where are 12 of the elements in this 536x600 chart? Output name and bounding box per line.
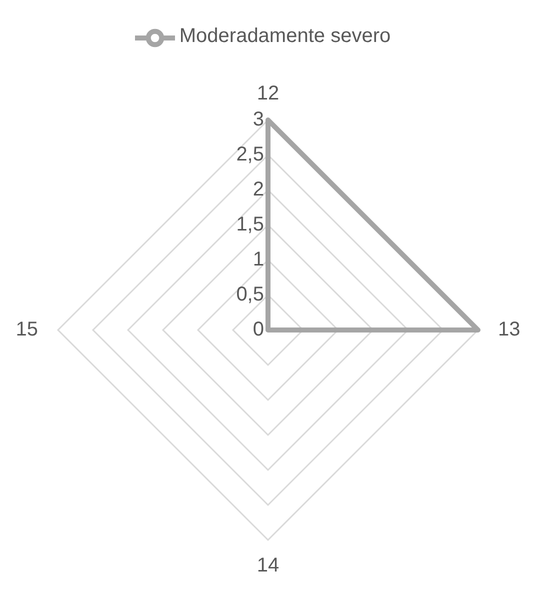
y-tick-label: 1,5	[236, 213, 264, 236]
spoke-label: 13	[498, 318, 520, 340]
spoke-label: 14	[256, 554, 280, 576]
legend-label: Moderadamente severo	[179, 25, 391, 48]
y-tick-label: 3	[252, 108, 264, 130]
spoke-label: 15	[16, 318, 38, 340]
y-tick-label: 0	[252, 318, 264, 340]
y-tick-label: 1	[252, 248, 264, 270]
y-tick-label: 2	[252, 178, 264, 200]
y-tick-label: 0,5	[236, 283, 264, 306]
spoke-label: 12	[256, 82, 280, 104]
y-tick-label: 2,5	[236, 143, 264, 166]
